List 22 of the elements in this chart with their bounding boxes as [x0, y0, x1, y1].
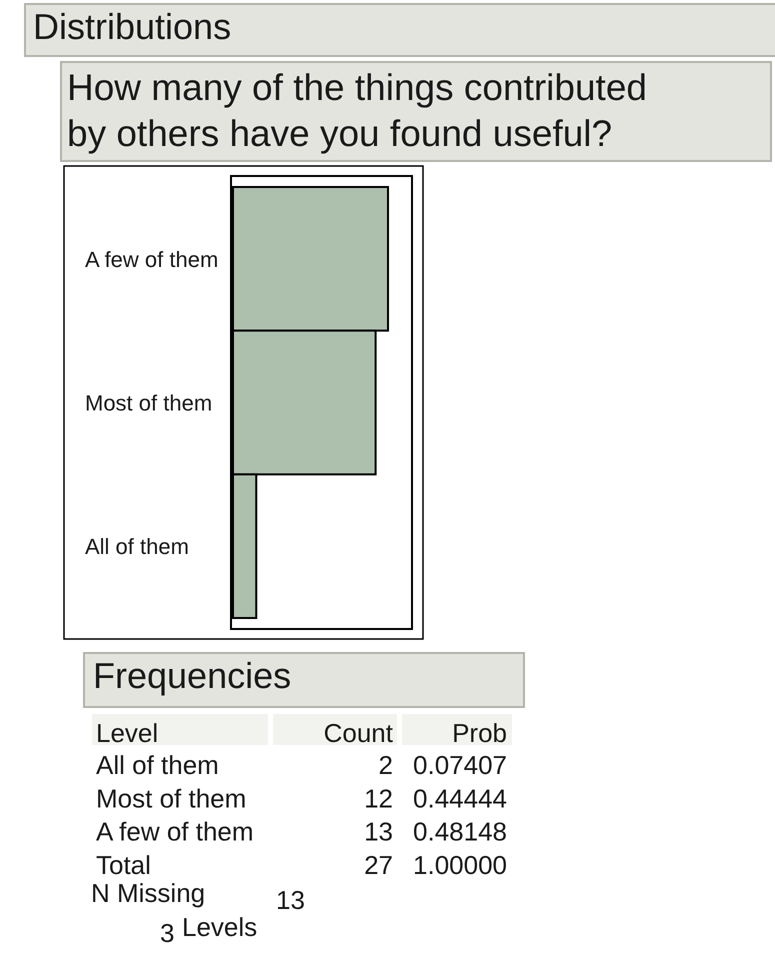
- text: Levels: [182, 912, 258, 942]
- text: Frequencies: [93, 655, 292, 696]
- text: N Missing: [91, 878, 206, 908]
- text: 3: [160, 918, 174, 948]
- text: Prob: [452, 718, 507, 748]
- text: 0.48148: [413, 816, 507, 847]
- y-tick-label: A few of them: [85, 246, 218, 272]
- text: 12: [364, 783, 393, 814]
- text: 1.00000: [413, 850, 507, 880]
- chart-subtitle: How many of the things contributed by others have you found useful?: [67, 67, 647, 154]
- y-tick-label: Most of them: [85, 390, 212, 416]
- chart-title: Distributions: [33, 6, 232, 47]
- text: 13: [364, 816, 393, 847]
- y-tick-label: All of them: [85, 534, 189, 560]
- text: 13: [276, 885, 305, 915]
- text: 2: [378, 750, 393, 780]
- text: Level: [96, 718, 158, 748]
- text: 27: [364, 850, 393, 880]
- text: 0.44444: [413, 783, 507, 814]
- text: Total: [96, 850, 151, 880]
- text: Count: [324, 718, 394, 748]
- text: 0.07407: [413, 750, 507, 780]
